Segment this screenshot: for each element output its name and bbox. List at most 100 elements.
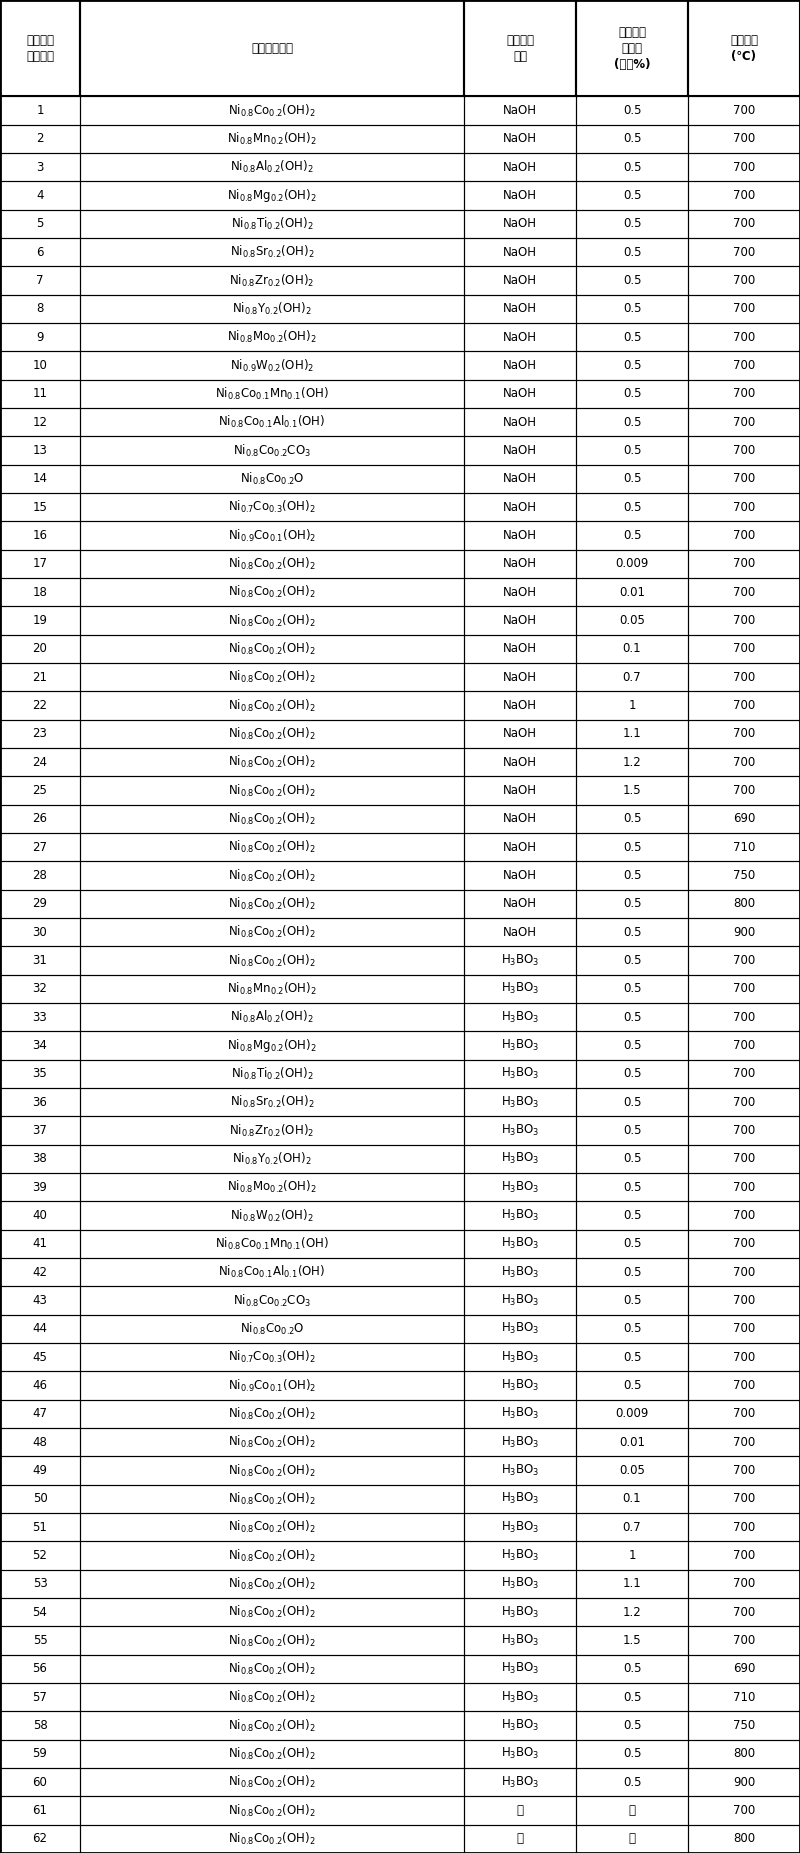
Text: NaOH: NaOH xyxy=(503,613,537,626)
Bar xyxy=(0,1569,80,1597)
Text: NaOH: NaOH xyxy=(503,756,537,769)
Text: 1.5: 1.5 xyxy=(622,1634,642,1647)
Bar xyxy=(0,550,80,578)
Text: 700: 700 xyxy=(733,1238,755,1251)
Bar xyxy=(0,267,80,295)
Text: H$_{3}$BO$_{3}$: H$_{3}$BO$_{3}$ xyxy=(501,1718,539,1733)
Text: Ni$_{0.7}$Co$_{0.3}$(OH)$_{2}$: Ni$_{0.7}$Co$_{0.3}$(OH)$_{2}$ xyxy=(228,1349,316,1366)
Bar xyxy=(576,322,688,352)
Bar xyxy=(464,550,576,578)
Bar xyxy=(576,691,688,719)
Text: H$_{3}$BO$_{3}$: H$_{3}$BO$_{3}$ xyxy=(501,1180,539,1195)
Text: 0.5: 0.5 xyxy=(622,104,642,117)
Bar xyxy=(464,663,576,691)
Text: 6: 6 xyxy=(36,246,44,259)
Bar xyxy=(80,1173,464,1201)
Text: 53: 53 xyxy=(33,1577,47,1590)
Text: H$_{3}$BO$_{3}$: H$_{3}$BO$_{3}$ xyxy=(501,1010,539,1025)
Text: H$_{3}$BO$_{3}$: H$_{3}$BO$_{3}$ xyxy=(501,1519,539,1534)
Bar xyxy=(576,636,688,663)
Bar xyxy=(80,1258,464,1286)
Text: 3: 3 xyxy=(36,161,44,174)
Bar xyxy=(688,663,800,691)
Text: 0.1: 0.1 xyxy=(622,643,642,656)
Bar xyxy=(688,1173,800,1201)
Bar xyxy=(688,435,800,465)
Bar xyxy=(688,521,800,550)
Bar xyxy=(0,1230,80,1258)
Bar xyxy=(576,834,688,862)
Text: NaOH: NaOH xyxy=(503,359,537,372)
Bar xyxy=(80,1230,464,1258)
Text: NaOH: NaOH xyxy=(503,217,537,230)
Bar xyxy=(0,889,80,917)
Text: 700: 700 xyxy=(733,1634,755,1647)
Text: Ni$_{0.8}$Co$_{0.2}$(OH)$_{2}$: Ni$_{0.8}$Co$_{0.2}$(OH)$_{2}$ xyxy=(228,1406,316,1421)
Text: Ni$_{0.8}$Co$_{0.2}$(OH)$_{2}$: Ni$_{0.8}$Co$_{0.2}$(OH)$_{2}$ xyxy=(228,726,316,741)
Bar xyxy=(0,1258,80,1286)
Text: 58: 58 xyxy=(33,1720,47,1733)
Bar xyxy=(464,804,576,834)
Text: Ni$_{0.8}$Mn$_{0.2}$(OH)$_{2}$: Ni$_{0.8}$Mn$_{0.2}$(OH)$_{2}$ xyxy=(227,980,317,997)
Text: 700: 700 xyxy=(733,1521,755,1534)
Bar xyxy=(464,1456,576,1484)
Bar xyxy=(0,578,80,606)
Text: Ni$_{0.8}$Co$_{0.2}$O: Ni$_{0.8}$Co$_{0.2}$O xyxy=(240,471,304,487)
Bar xyxy=(688,975,800,1002)
Text: H$_{3}$BO$_{3}$: H$_{3}$BO$_{3}$ xyxy=(501,1321,539,1336)
Text: 0.5: 0.5 xyxy=(622,954,642,967)
Bar xyxy=(464,493,576,521)
Bar xyxy=(576,663,688,691)
Bar xyxy=(0,1484,80,1514)
Text: 0.5: 0.5 xyxy=(622,1379,642,1392)
Text: 11: 11 xyxy=(33,387,47,400)
Text: 690: 690 xyxy=(733,1662,755,1675)
Bar xyxy=(464,1145,576,1173)
Bar xyxy=(80,862,464,889)
Text: NaOH: NaOH xyxy=(503,671,537,684)
Text: Ni$_{0.8}$Co$_{0.2}$CO$_{3}$: Ni$_{0.8}$Co$_{0.2}$CO$_{3}$ xyxy=(233,1292,311,1308)
Bar xyxy=(688,322,800,352)
Bar xyxy=(576,1825,688,1853)
Text: 700: 700 xyxy=(733,500,755,513)
Text: 700: 700 xyxy=(733,643,755,656)
Text: 1.5: 1.5 xyxy=(622,784,642,797)
Text: 750: 750 xyxy=(733,1720,755,1733)
Text: 700: 700 xyxy=(733,1436,755,1449)
Text: 700: 700 xyxy=(733,1323,755,1336)
Bar xyxy=(576,917,688,947)
Bar xyxy=(80,975,464,1002)
Bar xyxy=(576,1032,688,1060)
Text: 0.5: 0.5 xyxy=(622,330,642,343)
Text: 51: 51 xyxy=(33,1521,47,1534)
Bar xyxy=(0,1343,80,1371)
Bar xyxy=(576,1740,688,1768)
Bar xyxy=(576,209,688,237)
Bar xyxy=(464,1796,576,1825)
Bar xyxy=(464,124,576,154)
Text: Ni$_{0.8}$Mg$_{0.2}$(OH)$_{2}$: Ni$_{0.8}$Mg$_{0.2}$(OH)$_{2}$ xyxy=(227,187,317,204)
Bar xyxy=(688,1088,800,1116)
Bar xyxy=(0,295,80,322)
Bar xyxy=(80,1514,464,1542)
Text: Ni$_{0.8}$Zr$_{0.2}$(OH)$_{2}$: Ni$_{0.8}$Zr$_{0.2}$(OH)$_{2}$ xyxy=(230,272,314,289)
Bar xyxy=(688,1002,800,1032)
Text: 0.5: 0.5 xyxy=(622,1010,642,1023)
Bar xyxy=(464,1542,576,1569)
Text: 45: 45 xyxy=(33,1351,47,1364)
Text: 30: 30 xyxy=(33,926,47,939)
Text: 700: 700 xyxy=(733,1607,755,1620)
Text: 27: 27 xyxy=(33,841,47,854)
Bar xyxy=(80,1343,464,1371)
Text: Ni$_{0.8}$Co$_{0.2}$(OH)$_{2}$: Ni$_{0.8}$Co$_{0.2}$(OH)$_{2}$ xyxy=(228,1803,316,1818)
Text: Ni$_{0.8}$Co$_{0.2}$CO$_{3}$: Ni$_{0.8}$Co$_{0.2}$CO$_{3}$ xyxy=(233,443,311,458)
Text: 36: 36 xyxy=(33,1095,47,1108)
Text: 22: 22 xyxy=(33,699,47,712)
Text: 700: 700 xyxy=(733,104,755,117)
Text: Ni$_{0.8}$Co$_{0.2}$(OH)$_{2}$: Ni$_{0.8}$Co$_{0.2}$(OH)$_{2}$ xyxy=(228,584,316,600)
Text: 750: 750 xyxy=(733,869,755,882)
Text: NaOH: NaOH xyxy=(503,330,537,343)
Text: Ni$_{0.8}$Co$_{0.2}$(OH)$_{2}$: Ni$_{0.8}$Co$_{0.2}$(OH)$_{2}$ xyxy=(228,102,316,119)
Bar xyxy=(80,465,464,493)
Bar xyxy=(576,1569,688,1597)
